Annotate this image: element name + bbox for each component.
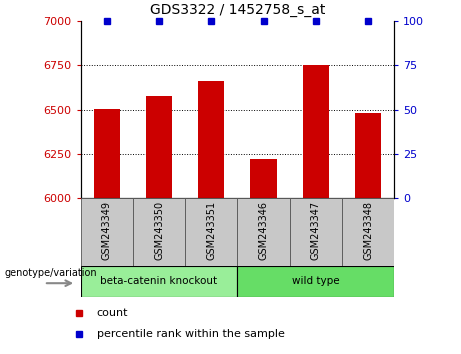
Text: GSM243350: GSM243350	[154, 201, 164, 260]
Bar	[94, 109, 120, 198]
Bar	[303, 65, 329, 198]
Bar	[237, 198, 290, 266]
Bar	[250, 159, 277, 198]
Text: count: count	[97, 308, 128, 318]
Bar	[133, 198, 185, 266]
Text: wild type: wild type	[292, 276, 340, 286]
Title: GDS3322 / 1452758_s_at: GDS3322 / 1452758_s_at	[150, 4, 325, 17]
Bar	[198, 81, 225, 198]
Text: GSM243348: GSM243348	[363, 201, 373, 260]
Text: genotype/variation: genotype/variation	[5, 268, 97, 278]
Bar	[237, 266, 394, 297]
Text: percentile rank within the sample: percentile rank within the sample	[97, 329, 284, 339]
Bar	[81, 198, 133, 266]
Text: GSM243351: GSM243351	[206, 201, 216, 260]
Bar	[146, 96, 172, 198]
Text: GSM243346: GSM243346	[259, 201, 269, 260]
Bar	[355, 113, 381, 198]
Bar	[185, 198, 237, 266]
Bar	[290, 198, 342, 266]
Text: GSM243349: GSM243349	[102, 201, 112, 260]
Bar	[342, 198, 394, 266]
Text: GSM243347: GSM243347	[311, 201, 321, 260]
Bar	[81, 266, 237, 297]
Text: beta-catenin knockout: beta-catenin knockout	[100, 276, 218, 286]
